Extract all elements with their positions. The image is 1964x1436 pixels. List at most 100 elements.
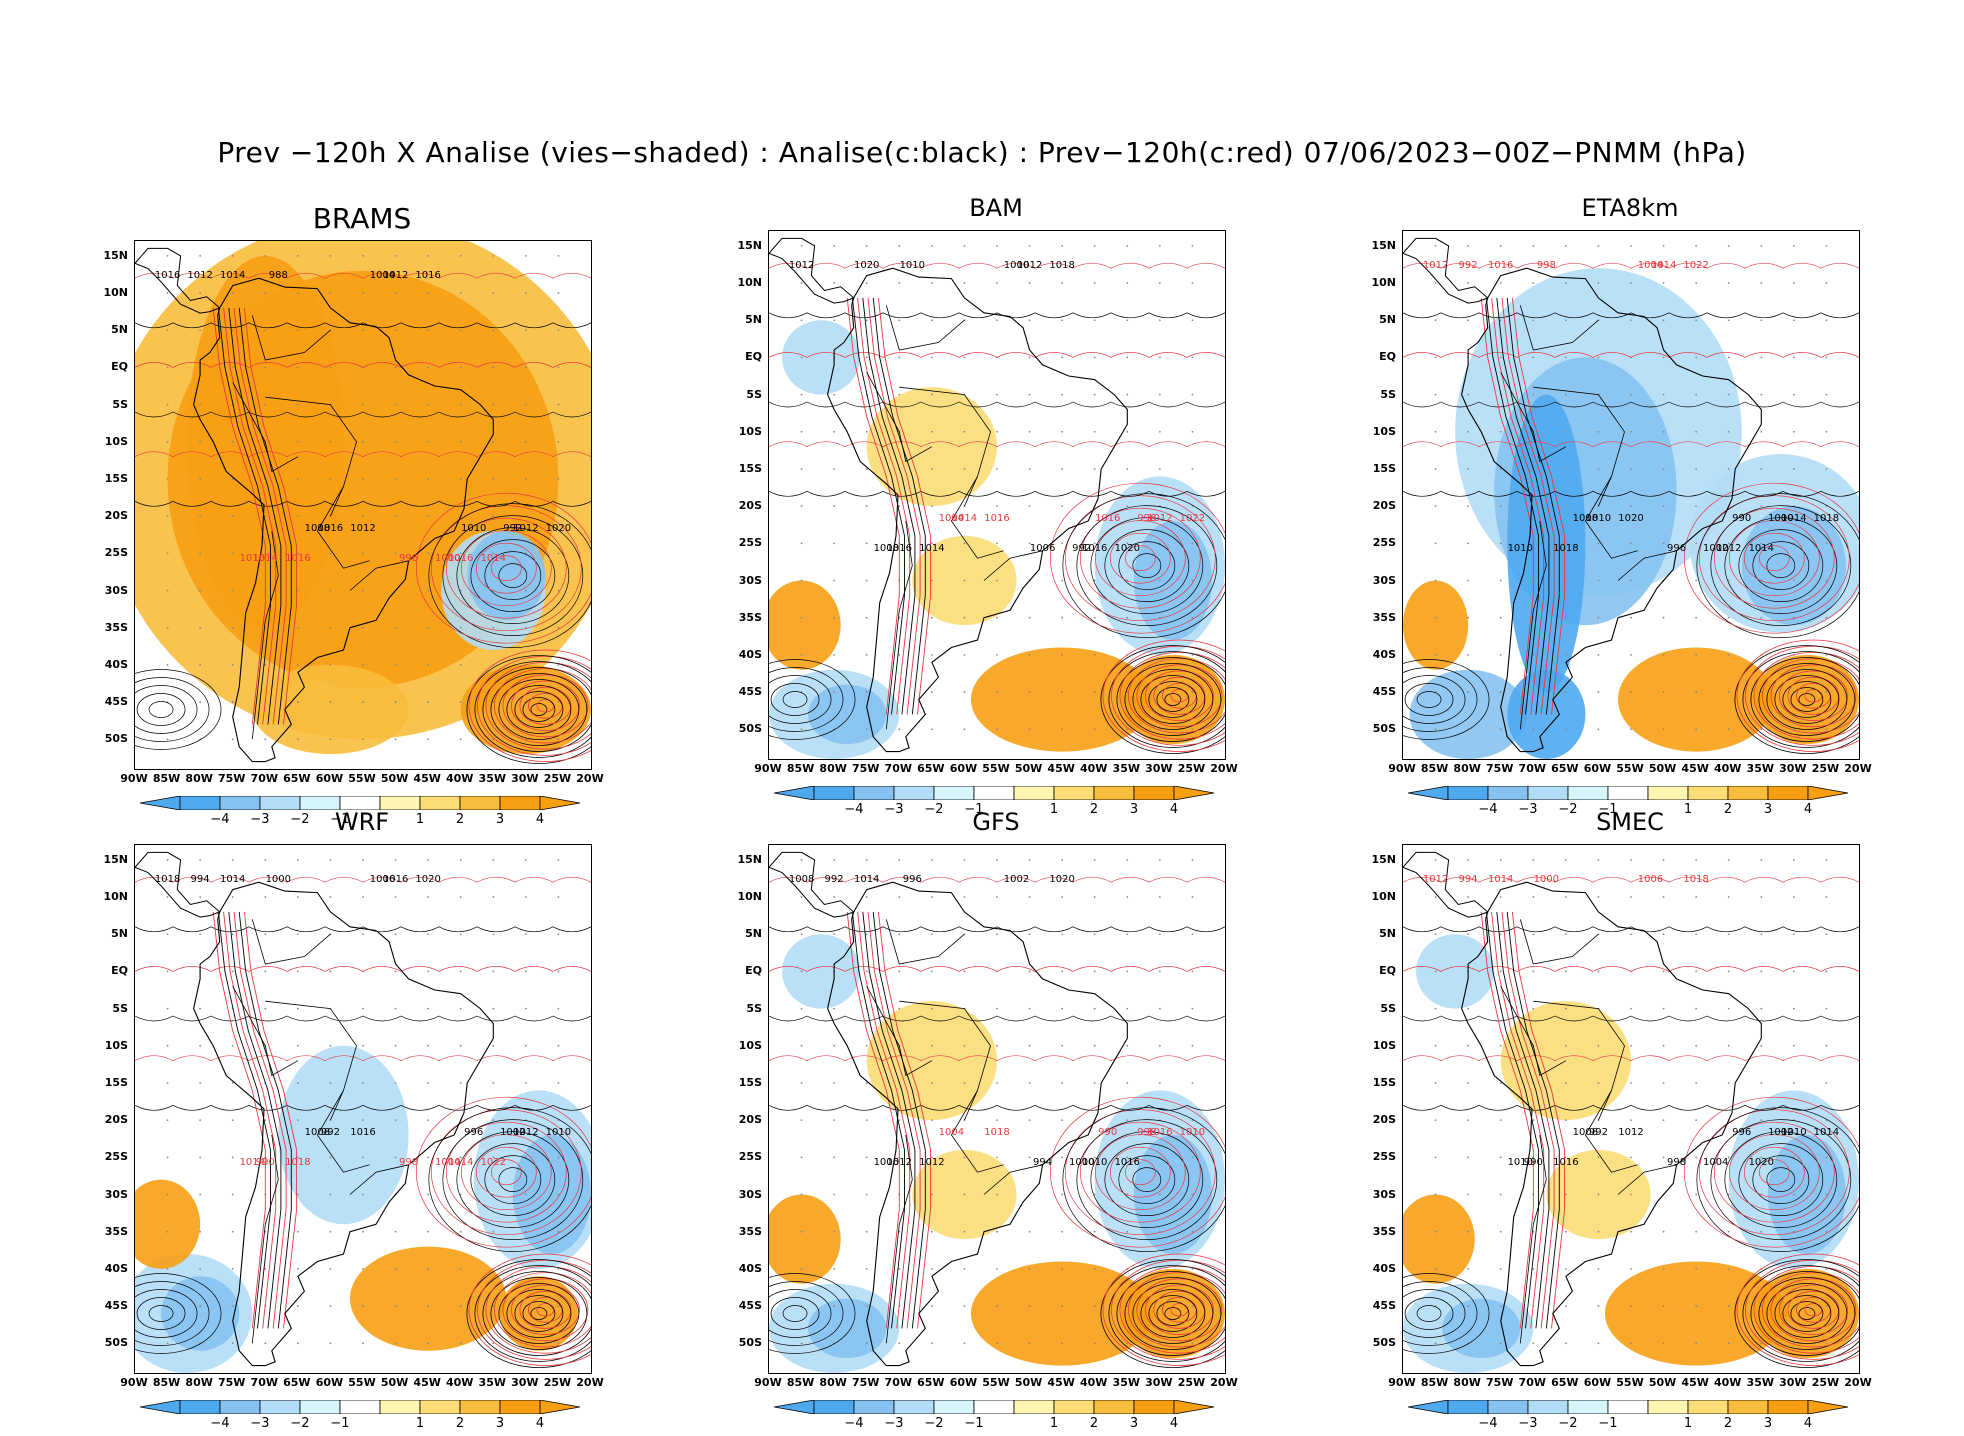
grid-dot xyxy=(492,403,495,406)
andes-contour xyxy=(243,911,298,1329)
grid-dot xyxy=(930,579,933,582)
contour-label: 1020 xyxy=(854,260,879,271)
grid-dot xyxy=(459,589,462,592)
grid-dot xyxy=(1760,468,1763,470)
grid-dot xyxy=(1630,1156,1632,1159)
grid-dot xyxy=(1158,319,1161,322)
analysis-contour xyxy=(1416,1305,1442,1322)
lon-tick-label: 65W xyxy=(1551,1376,1579,1389)
grid-dot xyxy=(1158,244,1161,247)
grid-dot xyxy=(1499,282,1502,284)
lon-tick-label: 85W xyxy=(1420,762,1449,775)
grid-dot xyxy=(166,292,169,294)
grid-dot xyxy=(1727,896,1730,898)
analysis-contour xyxy=(466,655,591,764)
grid-dot xyxy=(1467,896,1470,898)
grid-dot xyxy=(1662,1305,1665,1307)
lon-tick-label: 25W xyxy=(1177,762,1206,775)
grid-dot xyxy=(1499,1267,1502,1270)
grid-dot xyxy=(296,896,299,898)
colorbar-segment xyxy=(1687,1400,1729,1414)
grid-dot xyxy=(1760,970,1763,973)
grid-dot xyxy=(1126,691,1129,693)
grid-dot xyxy=(1532,1267,1535,1270)
country-border xyxy=(1500,372,1567,463)
grid-dot xyxy=(1191,728,1194,731)
grid-dot xyxy=(557,1082,560,1084)
grid-dot xyxy=(1093,896,1096,898)
forecast-contour xyxy=(1778,1284,1848,1335)
contour-label: 1002 xyxy=(1768,1127,1793,1138)
andes-contour xyxy=(857,297,911,715)
analysis-contour xyxy=(470,1143,556,1216)
contour-label: 1002 xyxy=(500,1127,525,1138)
grid-dot xyxy=(231,896,234,898)
bias-shading xyxy=(1416,934,1495,1009)
lat-tick-label: 10S xyxy=(738,424,762,438)
isobar xyxy=(769,966,1225,972)
lon-tick-label: 35W xyxy=(478,772,507,785)
analysis-contour xyxy=(456,527,570,624)
forecast-contour xyxy=(1136,1278,1223,1342)
grid-dot xyxy=(199,1044,202,1047)
grid-dot xyxy=(1695,691,1698,693)
analysis-contour xyxy=(1100,645,1225,754)
grid-dot xyxy=(296,1082,299,1084)
andes-contour xyxy=(846,297,900,715)
grid-dot xyxy=(329,970,332,973)
analysis-contour xyxy=(428,1107,591,1252)
bias-shading xyxy=(512,1135,591,1255)
grid-dot xyxy=(898,1119,901,1122)
analysis-contour xyxy=(769,675,832,724)
grid-dot xyxy=(199,701,202,703)
forecast-contour xyxy=(1064,495,1216,622)
colorbar-label: 3 xyxy=(495,1416,505,1431)
grid-dot xyxy=(1695,1305,1698,1307)
map-svg: 1010101410121014101610181020102210141018… xyxy=(1403,237,1859,759)
analysis-contour xyxy=(482,667,591,752)
grid-dot xyxy=(1825,468,1828,470)
forecast-contour xyxy=(460,1134,552,1211)
isobar xyxy=(769,262,1225,269)
grid-dot xyxy=(1792,244,1795,247)
grid-dot xyxy=(996,542,998,545)
grid-dot xyxy=(996,1305,998,1307)
analysis-contour xyxy=(1758,1277,1856,1350)
colorbar-segment xyxy=(1607,1400,1649,1414)
analysis-contour xyxy=(1062,1107,1225,1252)
grid-dot xyxy=(800,1119,803,1122)
grid-dot xyxy=(1532,505,1535,508)
andes-contour xyxy=(1491,297,1545,715)
lon-tick-label: 75W xyxy=(1485,762,1514,775)
grid-dot xyxy=(898,1007,901,1010)
country-border xyxy=(899,1000,991,1121)
forecast-contour xyxy=(1683,1096,1859,1248)
contour-label: 1020 xyxy=(546,523,571,534)
grid-dot xyxy=(1727,970,1730,973)
isobar xyxy=(1403,876,1859,883)
grid-dot xyxy=(166,933,169,936)
grid-dot xyxy=(296,1119,299,1122)
grid-dot xyxy=(199,626,202,629)
colorbar-label: −3 xyxy=(1518,1416,1538,1431)
grid-dot xyxy=(1825,970,1828,973)
grid-dot xyxy=(1028,691,1031,693)
grid-dot xyxy=(1760,1342,1763,1345)
forecast-contour xyxy=(1119,652,1225,740)
analysis-contour xyxy=(1132,1283,1214,1344)
grid-dot xyxy=(1028,728,1031,731)
contour-label: 1004 xyxy=(939,513,964,524)
grid-dot xyxy=(1695,1342,1698,1345)
grid-dot xyxy=(1499,468,1502,470)
forecast-contour xyxy=(1698,1109,1850,1236)
isobar xyxy=(769,1015,1225,1022)
lat-tick-label: 15N xyxy=(1371,852,1396,866)
grid-dot xyxy=(1532,728,1535,731)
lon-tick-label: 30W xyxy=(1145,762,1173,775)
grid-dot xyxy=(1695,1193,1698,1196)
grid-dot xyxy=(865,244,868,247)
bias-shading xyxy=(1604,1261,1788,1366)
grid-dot xyxy=(1727,933,1730,936)
analysis-contour xyxy=(1742,651,1859,748)
isobar xyxy=(769,490,1225,497)
